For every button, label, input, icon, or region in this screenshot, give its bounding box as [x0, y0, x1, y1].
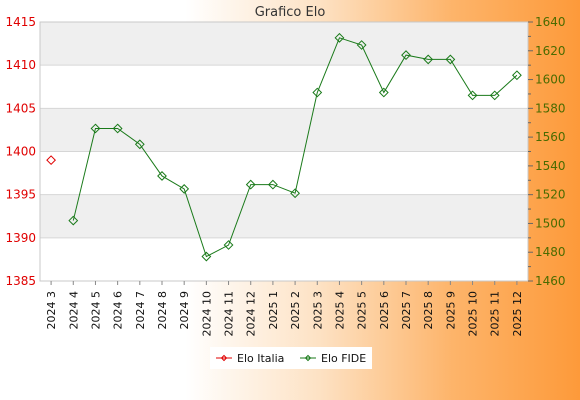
- right-tick-label: 1560: [535, 130, 566, 144]
- plot-band: [40, 108, 528, 152]
- data-point: [334, 32, 345, 43]
- x-tick-label: 2025 3: [311, 291, 324, 330]
- legend-swatch-marker: [304, 354, 312, 362]
- right-tick-label: 1620: [535, 44, 566, 58]
- legend-box: [210, 347, 372, 369]
- x-tick-label: 2025 6: [378, 291, 391, 330]
- legend-item: Elo Italia: [216, 352, 284, 365]
- data-point: [401, 50, 411, 61]
- data-point: [134, 139, 145, 150]
- right-tick-label: 1600: [535, 73, 566, 87]
- left-tick-label: 1400: [5, 145, 36, 159]
- data-point: [90, 123, 101, 134]
- right-tick-label: 1500: [535, 216, 566, 230]
- x-axis-ticks: 2024 3 2024 4 2024 5 2024 6 2024 7 2024 8 2024…: [45, 281, 524, 337]
- plot-band: [40, 237, 528, 281]
- series-line: [72, 37, 518, 258]
- right-tick-label: 1460: [535, 274, 566, 288]
- x-tick-label: 2025 10: [467, 291, 480, 337]
- plot-bands: [40, 22, 528, 281]
- series-layer: [46, 32, 522, 262]
- right-tick-label: 1480: [535, 245, 566, 259]
- plot-band: [40, 194, 528, 238]
- x-tick-label: 2024 6: [112, 291, 125, 330]
- plot-band: [40, 151, 528, 195]
- data-point: [290, 188, 300, 199]
- right-tick-label: 1520: [535, 188, 566, 202]
- data-point: [179, 184, 190, 194]
- x-tick-label: 2025 1: [267, 291, 280, 330]
- legend-swatch-marker: [220, 354, 228, 362]
- data-point: [423, 54, 434, 65]
- left-tick-label: 1390: [5, 231, 36, 245]
- right-tick-label: 1580: [535, 101, 566, 115]
- data-point: [467, 90, 478, 101]
- data-point: [512, 70, 522, 81]
- legend-label: Elo Italia: [237, 352, 284, 365]
- legend-items: Elo Italia Elo FIDE: [216, 352, 366, 365]
- x-tick-label: 2024 11: [223, 291, 236, 337]
- left-tick-label: 1405: [5, 101, 36, 115]
- x-tick-label: 2025 2: [289, 291, 302, 330]
- series-elo-fide: [68, 32, 522, 262]
- x-tick-label: 2024 4: [67, 291, 80, 330]
- data-point: [112, 123, 123, 134]
- x-tick-label: 2024 10: [200, 291, 213, 337]
- data-point: [445, 54, 456, 65]
- right-axis-ticks: 1460 1480 1500 1520 1540 1560 1580 1600 1620 1640: [528, 15, 566, 288]
- left-tick-label: 1415: [5, 15, 36, 29]
- plot-band: [40, 65, 528, 109]
- right-tick-label: 1540: [535, 159, 566, 173]
- left-axis-ticks: 1385 1390 1395 1400 1405 1410 1415: [5, 15, 36, 288]
- x-tick-label: 2024 7: [134, 291, 147, 330]
- x-tick-label: 2024 5: [89, 291, 102, 330]
- data-point: [157, 171, 167, 181]
- data-point: [268, 179, 278, 190]
- legend-item: Elo FIDE: [300, 352, 366, 365]
- data-point: [356, 40, 367, 50]
- left-tick-label: 1410: [5, 58, 36, 72]
- x-tick-label: 2024 12: [245, 291, 258, 337]
- x-tick-label: 2025 5: [356, 291, 369, 330]
- legend: Elo Italia Elo FIDE: [210, 347, 372, 369]
- plot-band: [40, 22, 528, 66]
- data-point: [378, 87, 389, 98]
- data-point: [312, 87, 323, 98]
- data-point: [46, 155, 56, 166]
- legend-label: Elo FIDE: [321, 352, 366, 365]
- x-tick-label: 2024 9: [178, 291, 191, 330]
- x-tick-label: 2025 8: [422, 291, 435, 330]
- data-point: [201, 251, 212, 262]
- x-tick-label: 2025 11: [489, 291, 502, 337]
- data-point: [68, 215, 79, 226]
- x-tick-label: 2025 4: [333, 291, 346, 330]
- x-tick-label: 2025 7: [400, 291, 413, 330]
- data-point: [489, 90, 500, 101]
- left-tick-label: 1385: [5, 274, 36, 288]
- x-tick-label: 2025 9: [444, 291, 457, 330]
- left-tick-label: 1395: [5, 188, 36, 202]
- x-tick-label: 2025 12: [511, 291, 524, 337]
- right-tick-label: 1640: [535, 15, 566, 29]
- x-tick-label: 2024 3: [45, 291, 58, 330]
- series-elo-italia: [46, 155, 56, 166]
- x-tick-label: 2024 8: [156, 291, 169, 330]
- data-point: [245, 179, 256, 190]
- chart-title: Grafico Elo: [255, 5, 326, 20]
- data-point: [223, 240, 234, 250]
